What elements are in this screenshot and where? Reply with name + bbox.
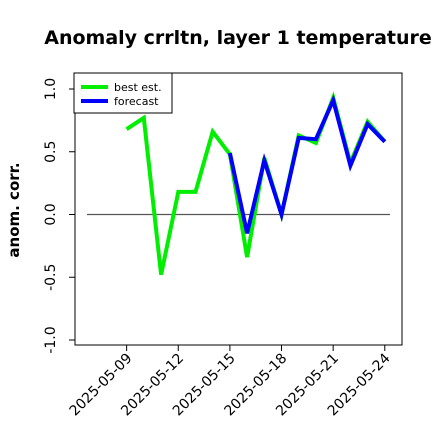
series-line-forecast [230,100,385,233]
series-lines [127,98,385,275]
y-tick-label: 0.5 [43,141,59,163]
legend-label-forecast: forecast [114,95,159,108]
y-tick-label: 1.0 [43,78,59,100]
chart-title: Anomaly crrltn, layer 1 temperature [44,27,432,49]
y-tick-label: 0.0 [43,203,59,225]
series-line-best-est [127,98,385,275]
legend-label-best-est: best est. [114,81,162,94]
y-axis-label: anom. corr. [5,162,23,257]
legend: best est. forecast [74,73,172,113]
y-tick-label: -1.0 [43,326,59,353]
y-tick-label: -0.5 [43,264,59,291]
